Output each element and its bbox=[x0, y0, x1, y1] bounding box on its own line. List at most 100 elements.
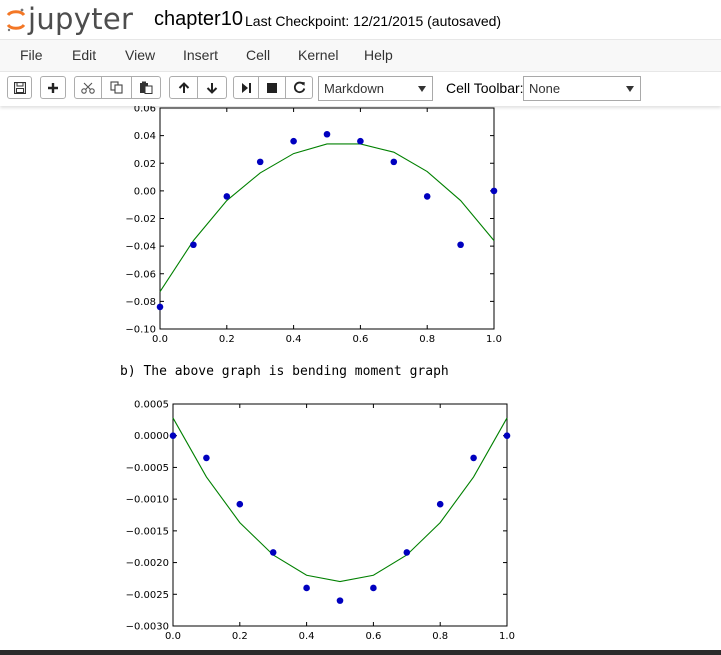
shear-plot-ytick-label: 0.04 bbox=[134, 131, 156, 142]
interrupt-kernel-button[interactable] bbox=[259, 76, 286, 99]
menu-file[interactable]: File bbox=[20, 47, 43, 63]
shear-plot-data-point bbox=[423, 193, 431, 200]
shear-plot-ytick-label: −0.10 bbox=[125, 325, 156, 336]
shear-plot-data-point bbox=[457, 241, 464, 249]
cell-toolbar-select[interactable]: None bbox=[523, 76, 641, 101]
stop-icon bbox=[267, 82, 277, 93]
run-icon bbox=[242, 82, 251, 93]
shear-plot-data-point bbox=[223, 193, 231, 200]
notebook-name[interactable]: chapter10 bbox=[154, 8, 243, 30]
cut-button[interactable] bbox=[74, 76, 102, 99]
shear-plot-data-point bbox=[190, 241, 197, 249]
toolbar: Markdown Cell Toolbar: None bbox=[0, 72, 721, 105]
moment-plot-ytick-label: −0.0030 bbox=[126, 622, 169, 633]
moment-plot-data-point bbox=[203, 454, 210, 462]
cut-icon bbox=[81, 82, 95, 94]
shear-plot-ytick-label: −0.06 bbox=[125, 269, 156, 280]
notebook-header: jupyter chapter10 Last Checkpoint: 12/21… bbox=[0, 0, 721, 106]
moment-plot-xtick-label: 0.6 bbox=[365, 631, 381, 642]
moment-plot-data-point bbox=[370, 584, 377, 592]
shear-plot-xtick-label: 0.6 bbox=[352, 334, 368, 345]
moment-plot-data-point bbox=[403, 549, 411, 556]
bottom-bar bbox=[0, 650, 721, 655]
chevron-down-icon bbox=[418, 86, 426, 92]
moment-plot-ytick-label: 0.0005 bbox=[134, 400, 169, 411]
cell-toolbar-value: None bbox=[529, 81, 561, 96]
moment-plot-ytick-label: −0.0025 bbox=[126, 590, 169, 601]
menu-insert[interactable]: Insert bbox=[183, 47, 219, 63]
markdown-cell-text[interactable]: b) The above graph is bending moment gra… bbox=[120, 364, 449, 379]
shear-plot-ytick-label: −0.08 bbox=[125, 297, 156, 308]
shear-plot-xtick-label: 0.4 bbox=[286, 334, 302, 345]
moment-plot-xtick-label: 0.0 bbox=[165, 631, 181, 642]
shear-plot-data-point bbox=[290, 137, 297, 145]
shear-force-plot: 0.06 0.04 0.02 0.00 −0.02 −0.04 −0.06 −0.08 −0.1… bbox=[125, 104, 502, 346]
moment-plot-ytick-label: −0.0015 bbox=[126, 526, 169, 537]
menu-view[interactable]: View bbox=[125, 47, 156, 63]
move-down-button[interactable] bbox=[198, 76, 227, 99]
insert-cell-button[interactable] bbox=[40, 76, 66, 99]
shear-plot-xtick-label: 0.8 bbox=[419, 334, 435, 345]
restart-icon bbox=[293, 81, 305, 94]
jupyter-logo-icon bbox=[6, 8, 26, 32]
chevron-down-icon bbox=[626, 86, 634, 92]
menu-cell[interactable]: Cell bbox=[246, 47, 271, 63]
bending-moment-plot: 0.0005 0.0000 −0.0005 −0.0010 −0.0015 −0.0020… bbox=[126, 400, 515, 643]
save-icon bbox=[13, 81, 26, 94]
moment-plot-fit-line bbox=[172, 417, 508, 583]
shear-plot-xtick-label: 1.0 bbox=[486, 334, 502, 345]
shear-plot-data-point bbox=[323, 130, 331, 138]
moment-plot-ytick-label: −0.0010 bbox=[126, 495, 169, 506]
arrow-up-icon bbox=[178, 81, 189, 93]
shear-plot-ytick-label: −0.04 bbox=[125, 242, 156, 253]
run-cell-button[interactable] bbox=[233, 76, 259, 99]
shear-plot-ytick-label: 0.02 bbox=[134, 159, 156, 170]
move-up-button[interactable] bbox=[169, 76, 198, 99]
paste-icon bbox=[140, 81, 153, 94]
plus-icon bbox=[48, 82, 58, 93]
moment-plot-data-point bbox=[436, 500, 444, 508]
moment-plot-ytick-label: −0.0020 bbox=[126, 558, 169, 569]
moment-plot-xtick-label: 1.0 bbox=[499, 631, 515, 642]
moment-plot-data-point bbox=[269, 549, 277, 556]
moment-plot-data-point bbox=[503, 432, 511, 440]
cell-type-select[interactable]: Markdown bbox=[318, 76, 433, 101]
copy-button[interactable] bbox=[102, 76, 132, 99]
moment-plot-frame bbox=[172, 403, 508, 627]
shear-plot-ytick-label: −0.02 bbox=[125, 214, 156, 225]
moment-plot-data-point bbox=[470, 454, 477, 462]
menu-help[interactable]: Help bbox=[364, 47, 393, 63]
moment-plot-data-point bbox=[169, 432, 177, 440]
shear-plot-ytick-label: 0.00 bbox=[134, 186, 156, 197]
shear-plot-frame bbox=[159, 107, 495, 330]
menu-kernel[interactable]: Kernel bbox=[298, 47, 339, 63]
shear-plot-data-point bbox=[256, 158, 264, 166]
jupyter-logo-text: jupyter bbox=[28, 2, 134, 36]
moment-plot-xtick-label: 0.4 bbox=[299, 631, 315, 642]
moment-plot-ytick-label: 0.0000 bbox=[134, 431, 169, 442]
restart-kernel-button[interactable] bbox=[286, 76, 313, 99]
jupyter-logo[interactable]: jupyter bbox=[6, 2, 146, 36]
arrow-down-icon bbox=[206, 82, 218, 94]
shear-plot-data-point bbox=[390, 158, 398, 166]
cell-toolbar-label: Cell Toolbar: bbox=[446, 80, 524, 96]
menu-edit[interactable]: Edit bbox=[72, 47, 97, 63]
shear-plot-data-point bbox=[357, 137, 364, 145]
shear-plot-xtick-label: 0.2 bbox=[219, 334, 235, 345]
moment-plot-data-point bbox=[236, 500, 244, 508]
menubar: File Edit View Insert Cell Kernel Help bbox=[0, 39, 721, 72]
shear-plot-xtick-label: 0.0 bbox=[152, 334, 168, 345]
moment-plot-ytick-label: −0.0005 bbox=[126, 463, 169, 474]
moment-plot-xtick-label: 0.8 bbox=[432, 631, 448, 642]
shear-plot-fit-line bbox=[159, 143, 495, 293]
shear-plot-data-point bbox=[156, 303, 164, 311]
paste-button[interactable] bbox=[132, 76, 161, 99]
checkpoint-status: Last Checkpoint: 12/21/2015 (autosaved) bbox=[245, 13, 502, 29]
cell-type-value: Markdown bbox=[324, 81, 384, 96]
moment-plot-data-point bbox=[336, 597, 344, 604]
copy-icon bbox=[109, 81, 123, 94]
save-button[interactable] bbox=[7, 76, 32, 99]
shear-plot-data-point bbox=[490, 187, 498, 195]
moment-plot-xtick-label: 0.2 bbox=[232, 631, 248, 642]
